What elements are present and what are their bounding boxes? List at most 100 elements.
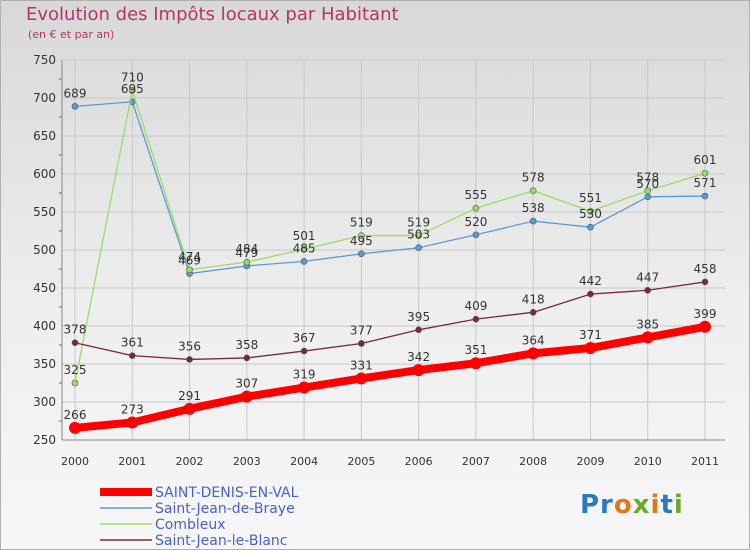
data-label: 447 — [636, 270, 659, 284]
data-label: 503 — [407, 228, 430, 242]
data-point — [358, 340, 365, 347]
data-point — [358, 232, 365, 239]
x-tick-label: 2001 — [118, 455, 146, 468]
data-label: 601 — [694, 153, 717, 167]
data-label: 538 — [522, 201, 545, 215]
data-label: 442 — [579, 274, 602, 288]
data-label: 578 — [636, 171, 659, 185]
data-point — [300, 258, 308, 265]
y-tick-label: 400 — [33, 319, 56, 333]
data-point — [128, 352, 136, 359]
data-point — [701, 192, 709, 200]
data-label: 319 — [293, 368, 316, 382]
data-label: 331 — [350, 358, 373, 372]
data-point — [243, 258, 251, 266]
data-label: 395 — [407, 310, 430, 324]
data-point — [243, 354, 251, 362]
data-point — [469, 357, 482, 370]
data-point — [641, 331, 654, 344]
data-label: 367 — [293, 331, 316, 345]
data-point — [644, 193, 652, 201]
data-point — [529, 187, 537, 195]
series-line — [74, 89, 706, 384]
data-label: 409 — [464, 299, 487, 313]
data-point — [355, 372, 368, 385]
data-label: 710 — [121, 70, 144, 84]
data-label: 520 — [464, 215, 487, 229]
data-point — [300, 347, 308, 355]
data-point — [71, 339, 79, 347]
data-point — [240, 390, 253, 403]
data-point — [529, 309, 537, 316]
data-point — [300, 245, 308, 253]
proxiti-logo: Proxiti — [580, 490, 684, 520]
y-tick-label: 300 — [33, 395, 56, 409]
data-label: 495 — [350, 234, 373, 248]
data-point — [644, 187, 652, 195]
y-tick-label: 650 — [33, 129, 56, 143]
data-label: 570 — [636, 177, 659, 191]
data-label: 361 — [121, 336, 144, 350]
data-label: 479 — [235, 246, 258, 260]
data-point — [71, 103, 79, 110]
legend-label: SAINT-DENIS-EN-VAL — [155, 485, 299, 501]
data-point — [529, 217, 537, 225]
data-point — [415, 232, 422, 239]
data-label: 474 — [178, 250, 201, 264]
data-label: 385 — [636, 317, 659, 331]
data-point — [587, 223, 594, 231]
data-point — [183, 402, 196, 415]
legend-label: Saint-Jean-de-Braye — [155, 501, 295, 517]
data-point — [587, 207, 594, 215]
data-label: 342 — [407, 350, 430, 364]
x-tick-label: 2010 — [634, 455, 662, 468]
x-tick-label: 2008 — [519, 455, 547, 468]
data-label: 571 — [694, 176, 717, 190]
data-label: 485 — [293, 241, 316, 255]
data-point — [701, 278, 709, 286]
data-point — [527, 347, 540, 360]
data-point — [699, 320, 711, 333]
y-tick-label: 250 — [33, 433, 56, 447]
data-label: 530 — [579, 207, 602, 221]
legend-label: Combleux — [155, 517, 226, 533]
data-label: 291 — [178, 389, 201, 403]
data-point — [358, 250, 365, 258]
x-tick-label: 2009 — [576, 455, 604, 468]
y-tick-label: 700 — [33, 91, 56, 105]
data-label: 578 — [522, 171, 545, 185]
data-label: 273 — [121, 403, 144, 417]
data-label: 351 — [464, 343, 487, 357]
data-label: 399 — [694, 307, 717, 321]
data-label: 519 — [350, 216, 373, 230]
x-tick-label: 2002 — [176, 455, 204, 468]
data-point — [472, 315, 480, 323]
data-label: 695 — [121, 82, 144, 96]
data-label: 469 — [178, 254, 201, 268]
data-label: 358 — [235, 338, 258, 352]
data-point — [186, 356, 193, 363]
data-label: 377 — [350, 323, 373, 337]
data-label: 418 — [522, 292, 545, 306]
data-label: 458 — [694, 262, 717, 276]
data-label: 484 — [235, 242, 258, 256]
series-line — [74, 281, 706, 361]
data-point — [126, 416, 139, 429]
series-line — [74, 101, 706, 275]
y-tick-label: 450 — [33, 281, 56, 295]
data-label: 519 — [407, 216, 430, 230]
data-label: 325 — [64, 363, 87, 377]
chart-title: Evolution des Impôts locaux par Habitant — [26, 4, 399, 25]
y-tick-label: 350 — [33, 357, 56, 371]
data-point — [584, 342, 597, 355]
data-point — [472, 204, 480, 212]
series-line — [74, 322, 706, 432]
x-tick-label: 2006 — [405, 455, 433, 468]
x-tick-label: 2004 — [290, 455, 318, 468]
data-point — [701, 169, 709, 177]
data-label: 356 — [178, 339, 201, 353]
data-label: 551 — [579, 191, 602, 205]
data-point — [298, 381, 311, 394]
data-label: 378 — [64, 323, 87, 337]
